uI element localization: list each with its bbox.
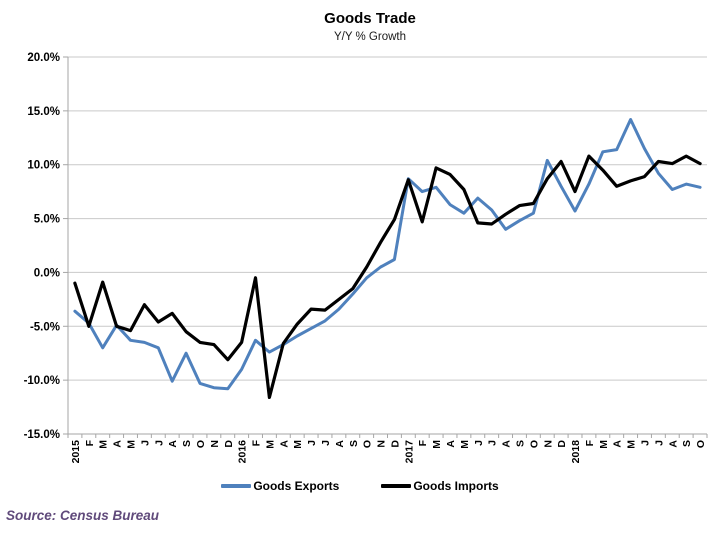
x-axis-label: O bbox=[528, 440, 540, 448]
x-axis-label: S bbox=[181, 440, 193, 447]
legend: Goods Exports Goods Imports bbox=[0, 479, 720, 493]
x-axis-label: A bbox=[501, 440, 513, 448]
x-axis-label: A bbox=[112, 440, 124, 448]
x-axis-label: M bbox=[126, 440, 138, 449]
x-axis-label: A bbox=[167, 440, 179, 448]
x-axis-label: S bbox=[348, 440, 360, 447]
x-axis-label: J bbox=[139, 440, 151, 446]
imports-line-swatch bbox=[381, 484, 412, 488]
y-axis-label: 10.0% bbox=[27, 160, 60, 172]
x-axis-label: D bbox=[389, 440, 401, 448]
x-axis-label: J bbox=[473, 440, 485, 446]
exports-line bbox=[73, 118, 702, 391]
x-axis-label: J bbox=[487, 440, 499, 446]
x-axis-label: A bbox=[612, 440, 624, 448]
x-axis-label: N bbox=[542, 440, 554, 448]
legend-label-imports: Goods Imports bbox=[413, 479, 499, 493]
x-axis-label: F bbox=[417, 439, 429, 446]
x-axis-label: F bbox=[84, 439, 96, 446]
x-axis-label: M bbox=[292, 440, 304, 449]
x-axis-label: 2017 bbox=[403, 440, 415, 464]
x-axis-label: F bbox=[251, 439, 263, 446]
y-axis-label: -15.0% bbox=[24, 429, 60, 441]
x-axis-label: A bbox=[445, 440, 457, 448]
x-axis-label: 2015 bbox=[70, 440, 82, 464]
x-axis-label: A bbox=[278, 440, 290, 448]
x-axis-label: D bbox=[223, 440, 235, 448]
x-axis-label: 2018 bbox=[570, 440, 582, 464]
source-note: Source: Census Bureau bbox=[6, 508, 160, 523]
y-axis-label: -5.0% bbox=[30, 321, 60, 333]
x-axis-label: A bbox=[667, 440, 679, 448]
legend-item-exports: Goods Exports bbox=[221, 479, 339, 493]
y-axis-label: 20.0% bbox=[27, 52, 60, 64]
legend-item-imports: Goods Imports bbox=[381, 479, 499, 493]
x-axis-label: A bbox=[334, 440, 346, 448]
x-axis-label: O bbox=[362, 440, 374, 448]
legend-label-exports: Goods Exports bbox=[253, 479, 340, 493]
exports-line-swatch bbox=[221, 484, 252, 488]
x-axis-label: D bbox=[556, 440, 568, 448]
y-axis-label: 0.0% bbox=[34, 267, 60, 279]
x-axis-label: J bbox=[153, 440, 165, 446]
x-axis-label: O bbox=[695, 440, 707, 448]
x-axis-label: S bbox=[681, 440, 693, 447]
y-axis-label: 5.0% bbox=[34, 214, 60, 226]
y-axis-label: -10.0% bbox=[24, 375, 60, 387]
x-axis-label: S bbox=[514, 440, 526, 447]
x-axis-label: J bbox=[306, 440, 318, 446]
x-axis-label: M bbox=[431, 440, 443, 449]
x-axis-label: M bbox=[264, 440, 276, 449]
y-axis-label: 15.0% bbox=[27, 106, 60, 118]
x-axis-label: O bbox=[195, 440, 207, 448]
x-axis-label: M bbox=[598, 440, 610, 449]
chart-subtitle: Y/Y % Growth bbox=[333, 31, 406, 43]
x-axis-label: M bbox=[98, 440, 110, 449]
chart-title: Goods Trade bbox=[324, 10, 416, 27]
x-axis-label: J bbox=[639, 440, 651, 446]
x-axis-label: J bbox=[653, 440, 665, 446]
x-axis-label: F bbox=[584, 439, 596, 446]
imports-line bbox=[73, 154, 702, 399]
x-axis-label: J bbox=[320, 440, 332, 446]
x-axis-label: N bbox=[209, 440, 221, 448]
x-axis-label: 2016 bbox=[237, 440, 249, 464]
x-axis-label: N bbox=[376, 440, 388, 448]
x-axis-label: M bbox=[459, 440, 471, 449]
x-axis-label: M bbox=[626, 440, 638, 449]
